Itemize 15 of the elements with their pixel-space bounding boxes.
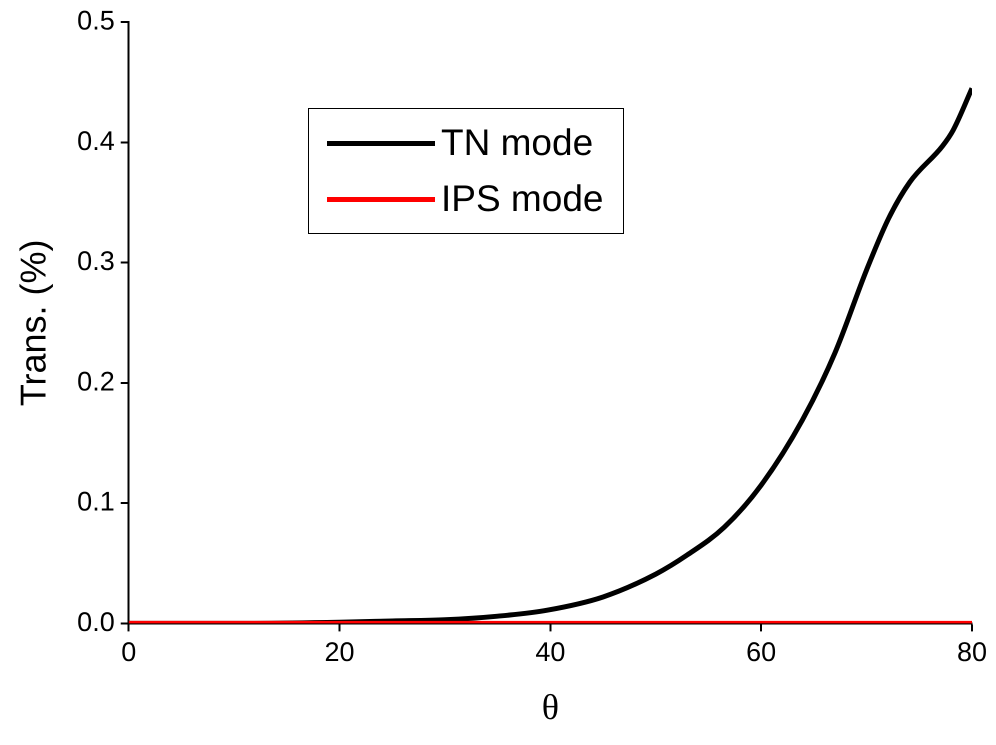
- y-tick-label: 0.5: [77, 6, 115, 36]
- legend-label: TN mode: [441, 122, 594, 164]
- y-tick-label: 0.1: [77, 486, 115, 517]
- x-tick-label: 80: [956, 637, 988, 668]
- legend-label: IPS mode: [441, 178, 604, 220]
- x-tick-label: 60: [746, 637, 776, 668]
- x-tick-label: 40: [535, 637, 566, 668]
- y-tick-label: 0.3: [77, 246, 115, 276]
- y-tick-label: 0.2: [77, 366, 115, 396]
- x-axis-title: θ: [542, 686, 559, 727]
- y-axis-title: Trans. (%): [12, 239, 54, 406]
- y-tick-label: 0.4: [77, 126, 115, 156]
- x-tick-label: 0: [121, 637, 136, 668]
- y-tick-label: 0.0: [77, 606, 115, 637]
- x-tick-label: 20: [324, 637, 355, 668]
